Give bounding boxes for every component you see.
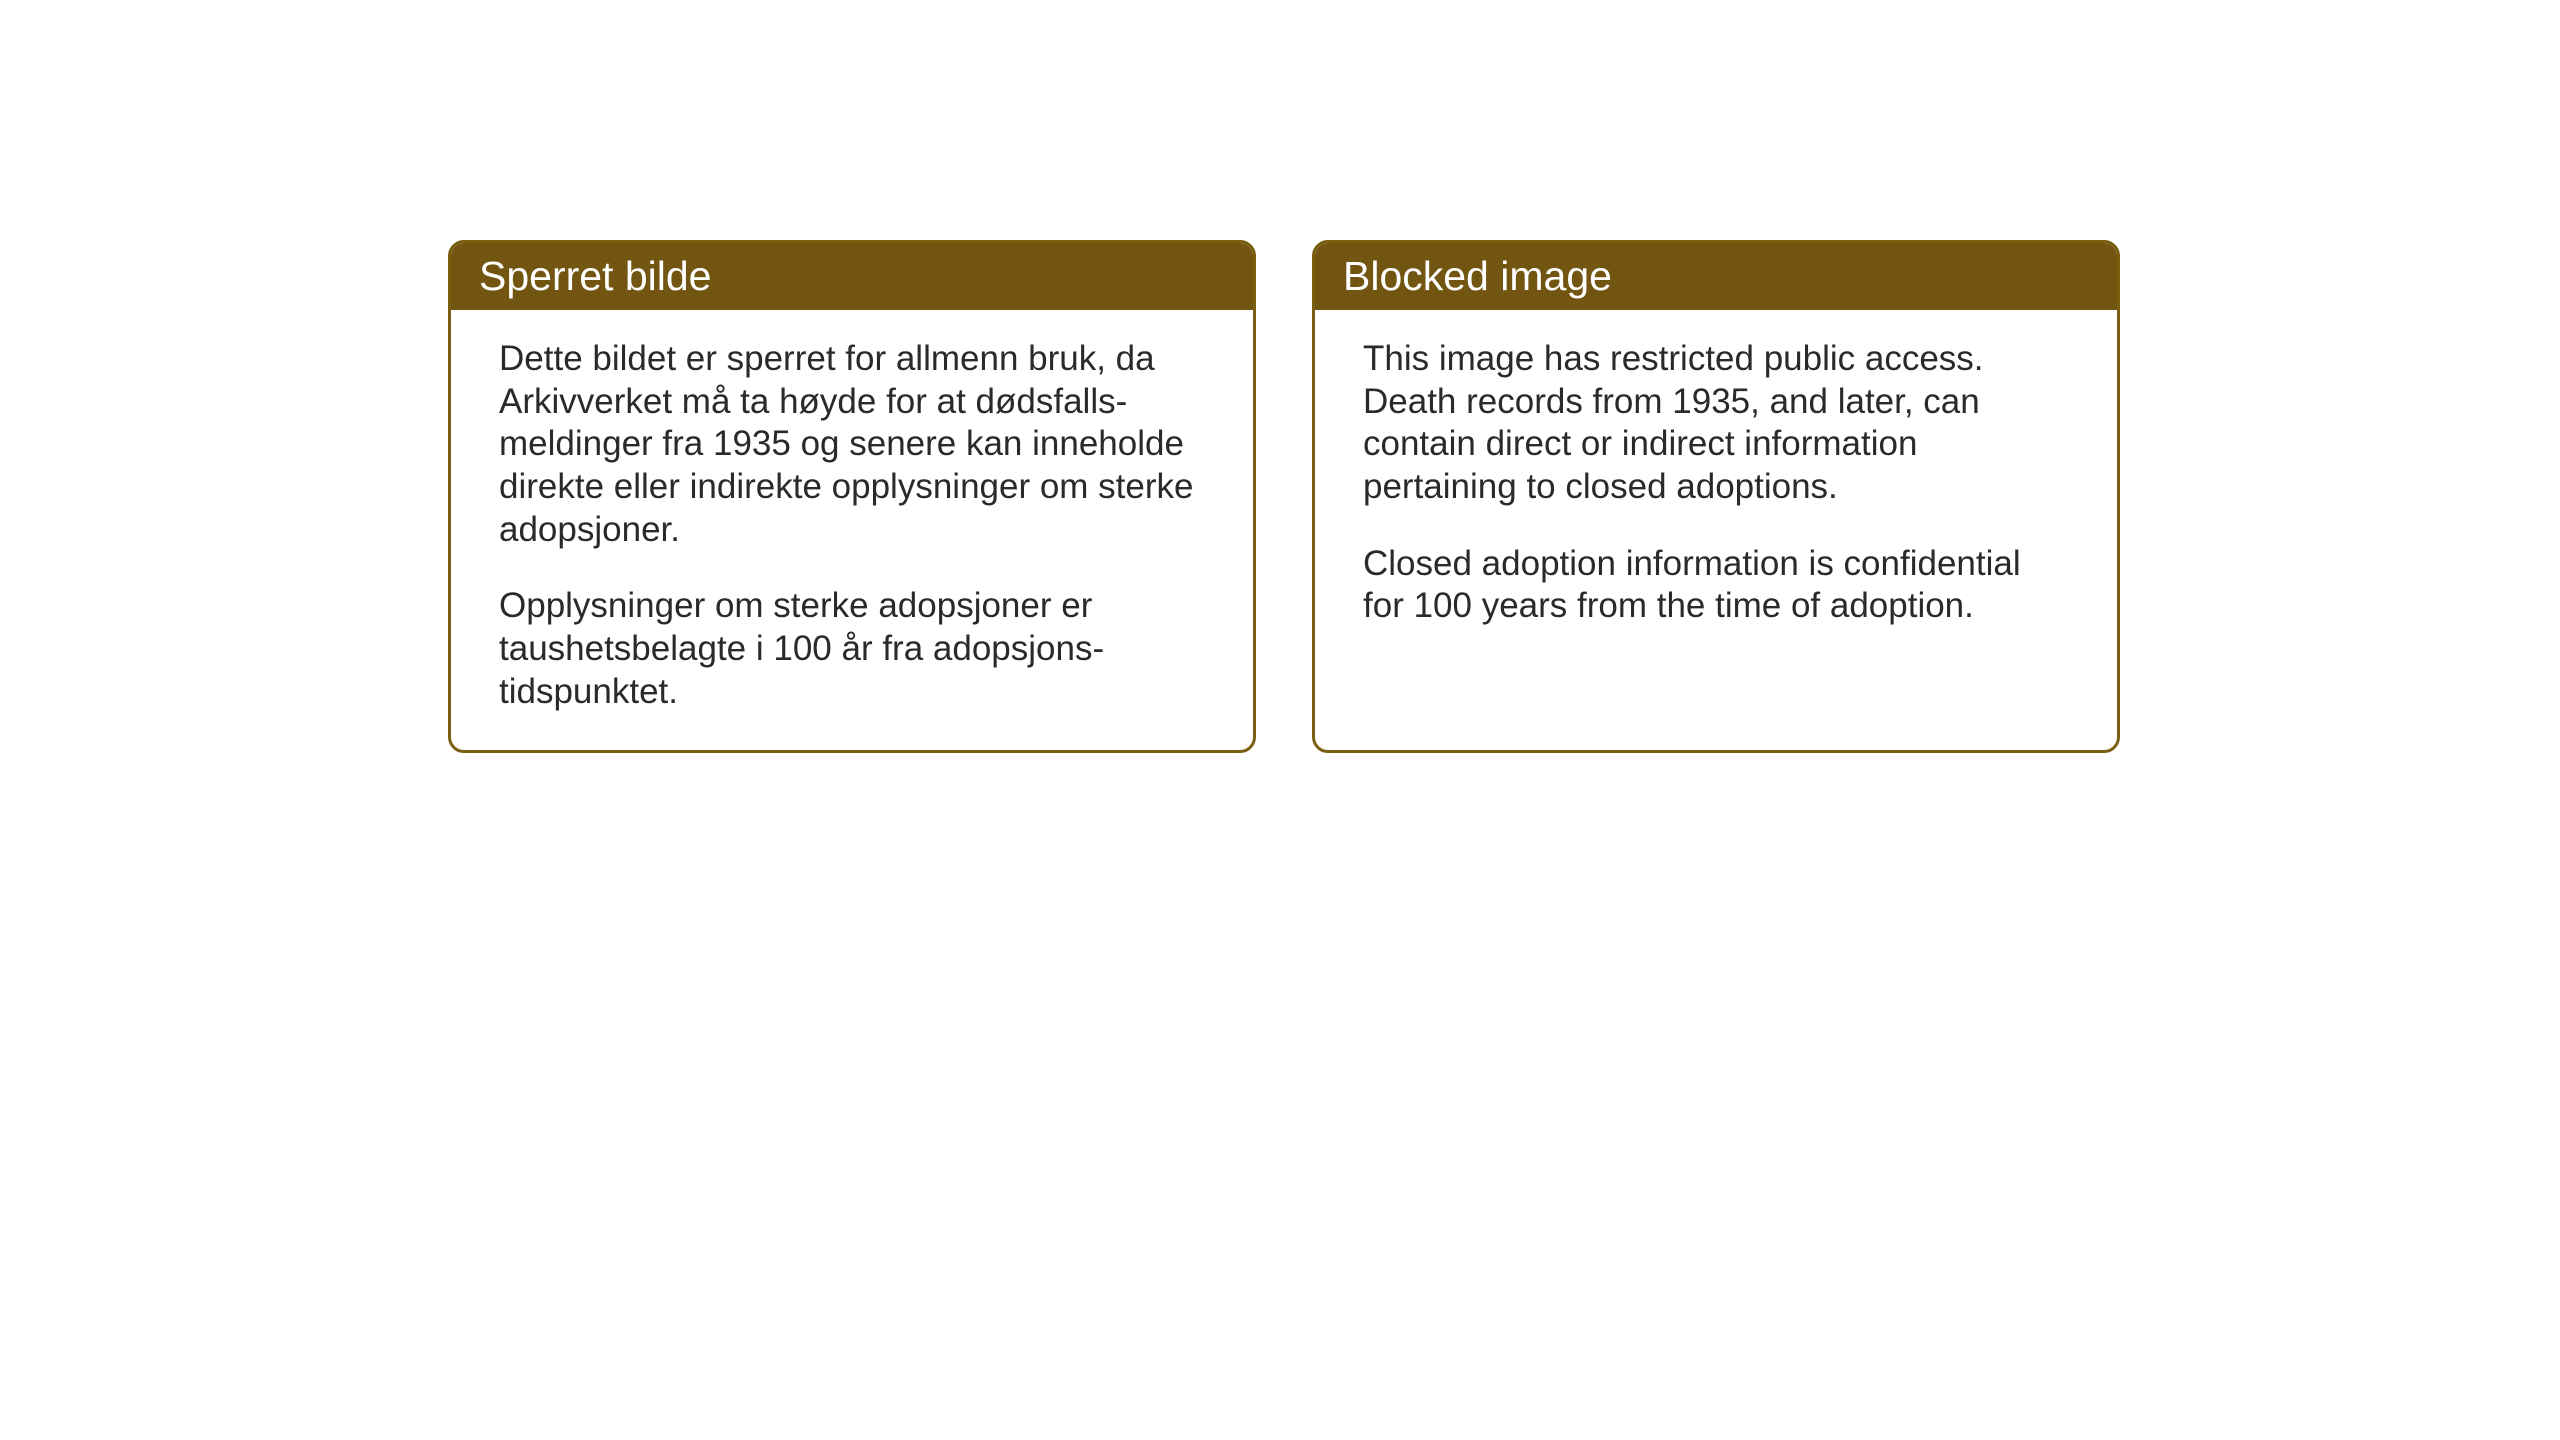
notice-container: Sperret bilde Dette bildet er sperret fo… (448, 240, 2120, 753)
card-paragraph: Opplysninger om sterke adopsjoner er tau… (499, 585, 1205, 713)
card-paragraph: Closed adoption information is confident… (1363, 543, 2069, 628)
card-body: This image has restricted public access.… (1315, 310, 2117, 730)
card-paragraph: Dette bildet er sperret for allmenn bruk… (499, 338, 1205, 551)
card-header: Blocked image (1315, 243, 2117, 310)
card-title: Blocked image (1343, 253, 1612, 299)
notice-card-norwegian: Sperret bilde Dette bildet er sperret fo… (448, 240, 1256, 753)
card-title: Sperret bilde (479, 253, 711, 299)
card-body: Dette bildet er sperret for allmenn bruk… (451, 310, 1253, 750)
card-header: Sperret bilde (451, 243, 1253, 310)
card-paragraph: This image has restricted public access.… (1363, 338, 2069, 509)
notice-card-english: Blocked image This image has restricted … (1312, 240, 2120, 753)
